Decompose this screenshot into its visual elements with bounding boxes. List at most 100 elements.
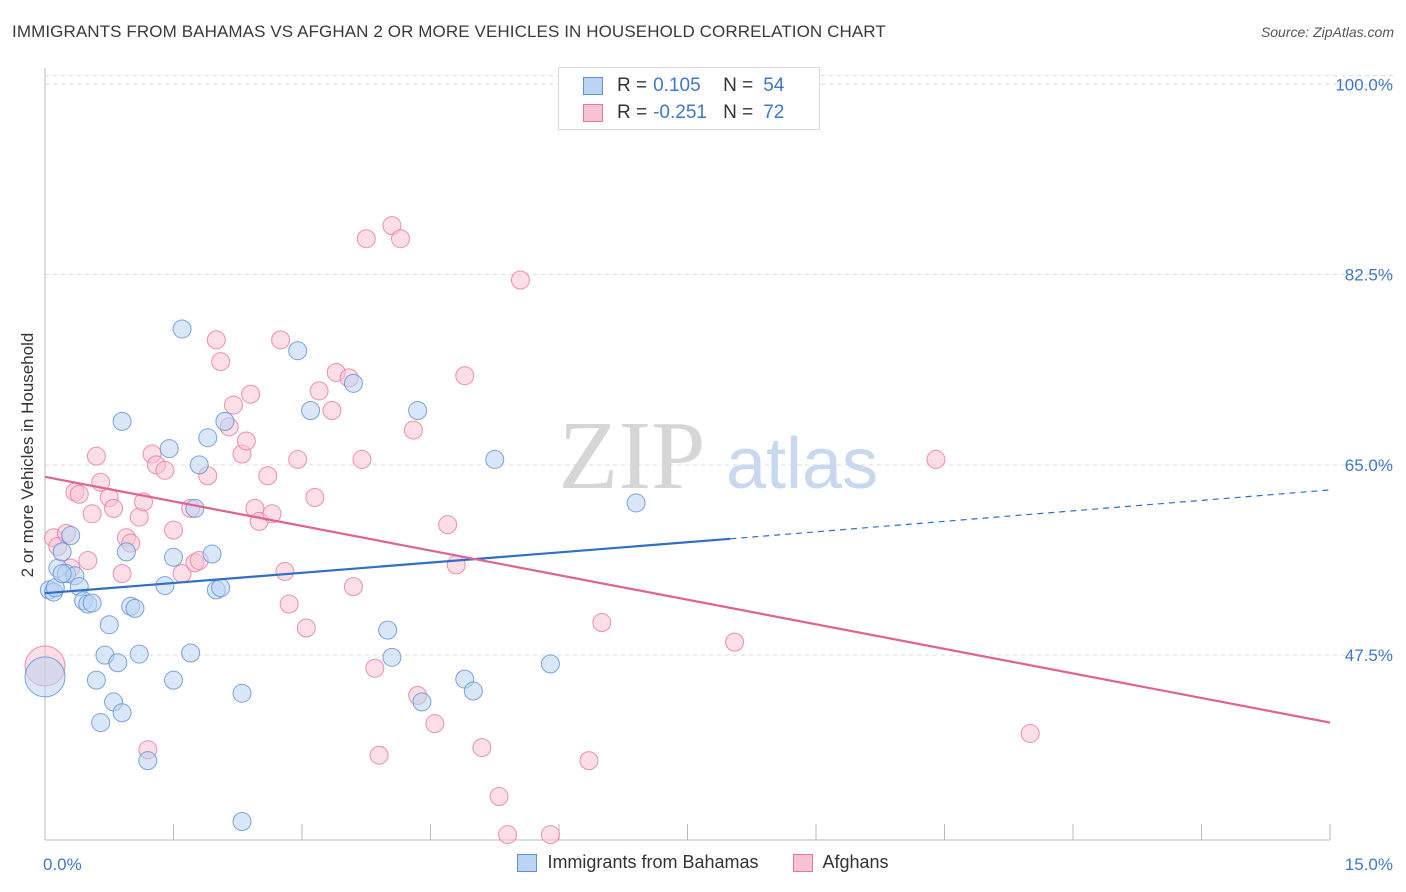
legend-label-afghans: Afghans xyxy=(822,852,889,872)
data-point xyxy=(129,644,149,664)
data-point xyxy=(540,654,560,674)
data-point xyxy=(99,615,119,635)
data-point xyxy=(271,330,291,350)
bahamas-swatch xyxy=(517,853,538,872)
bahamas-swatch xyxy=(583,77,603,95)
tick-labels: 47.5% 65.0% 82.5% 100.0% 0.0% 15.0% xyxy=(43,75,1393,874)
trend-line-bahamas xyxy=(44,537,731,595)
data-point xyxy=(232,683,252,703)
data-point xyxy=(181,643,201,663)
data-point xyxy=(498,825,518,845)
data-point xyxy=(211,352,231,372)
data-point xyxy=(725,632,745,652)
data-point xyxy=(382,647,402,667)
data-point xyxy=(202,544,222,564)
data-point xyxy=(52,564,72,584)
data-point xyxy=(288,341,308,361)
data-point xyxy=(343,577,363,597)
data-point xyxy=(309,381,329,401)
data-point xyxy=(82,504,102,524)
data-point xyxy=(86,446,106,466)
data-point xyxy=(369,745,389,765)
data-point xyxy=(403,420,423,440)
data-point xyxy=(489,787,509,807)
y-tick-label: 65.0% xyxy=(1345,456,1393,475)
r-label: R = xyxy=(617,102,648,123)
series-afghans-points xyxy=(24,216,1040,845)
data-point xyxy=(305,487,325,507)
data-point xyxy=(391,229,411,249)
trend-lines xyxy=(44,475,1331,724)
data-point xyxy=(69,484,89,504)
series-legend: Immigrants from Bahamas Afghans xyxy=(0,852,1406,873)
data-point xyxy=(112,564,132,584)
n-value: 72 xyxy=(763,102,785,123)
data-point xyxy=(408,401,428,421)
data-point xyxy=(258,466,278,486)
watermark: ZIP atlas xyxy=(559,402,879,510)
r-value: 0.105 xyxy=(653,75,701,96)
data-point xyxy=(159,439,179,459)
data-point xyxy=(189,455,209,475)
data-point xyxy=(211,578,231,598)
watermark-zip: ZIP xyxy=(559,402,706,510)
trend-line-bahamas-extension xyxy=(730,489,1331,540)
trend-line-afghans xyxy=(44,475,1331,724)
data-point xyxy=(172,319,192,339)
data-point xyxy=(116,542,136,562)
legend-label-bahamas: Immigrants from Bahamas xyxy=(547,852,759,872)
data-point xyxy=(112,703,132,723)
data-point xyxy=(463,681,483,701)
n-value: 54 xyxy=(763,75,785,96)
data-point xyxy=(164,547,183,567)
data-point xyxy=(91,713,111,733)
data-point xyxy=(24,656,66,698)
data-point xyxy=(455,366,475,386)
data-point xyxy=(52,542,72,562)
data-point xyxy=(296,618,316,638)
data-point xyxy=(540,825,560,845)
x-tick-label: 0.0% xyxy=(43,855,82,874)
gridlines xyxy=(45,75,1395,656)
r-value: -0.251 xyxy=(653,102,707,123)
data-point xyxy=(82,593,102,613)
data-point xyxy=(223,395,243,415)
n-label: N = xyxy=(723,75,754,96)
data-point xyxy=(86,670,106,690)
legend-item-bahamas: Immigrants from Bahamas xyxy=(517,852,759,873)
legend-item-afghans: Afghans xyxy=(792,852,889,873)
data-point xyxy=(112,411,132,431)
data-point xyxy=(343,373,363,393)
afghans-swatch xyxy=(583,104,603,122)
data-point xyxy=(579,751,599,771)
data-point xyxy=(155,576,175,596)
data-point xyxy=(365,658,385,678)
watermark-atlas: atlas xyxy=(726,424,878,504)
correlation-legend: R = 0.105 N = 54 R = -0.251 N = 72 xyxy=(558,67,820,130)
data-point xyxy=(626,493,646,513)
data-point xyxy=(206,330,226,350)
data-point xyxy=(438,515,458,535)
data-point xyxy=(275,561,295,581)
data-point xyxy=(155,460,175,480)
y-tick-label: 47.5% xyxy=(1345,646,1393,665)
data-point xyxy=(108,653,128,673)
y-tick-label: 100.0% xyxy=(1335,75,1393,94)
data-point xyxy=(301,401,321,421)
data-point xyxy=(352,449,372,469)
x-tick-label: 15.0% xyxy=(1345,855,1393,874)
data-point xyxy=(279,594,299,614)
n-label: N = xyxy=(723,102,754,123)
data-point xyxy=(61,526,81,546)
data-point xyxy=(592,613,612,633)
data-point xyxy=(1020,723,1040,743)
legend-row-bahamas: R = 0.105 N = 54 xyxy=(583,73,784,99)
data-point xyxy=(164,670,183,690)
data-point xyxy=(378,620,398,640)
data-point xyxy=(215,411,235,431)
data-point xyxy=(138,751,158,771)
data-point xyxy=(185,498,205,518)
data-point xyxy=(356,229,376,249)
data-point xyxy=(446,555,466,575)
